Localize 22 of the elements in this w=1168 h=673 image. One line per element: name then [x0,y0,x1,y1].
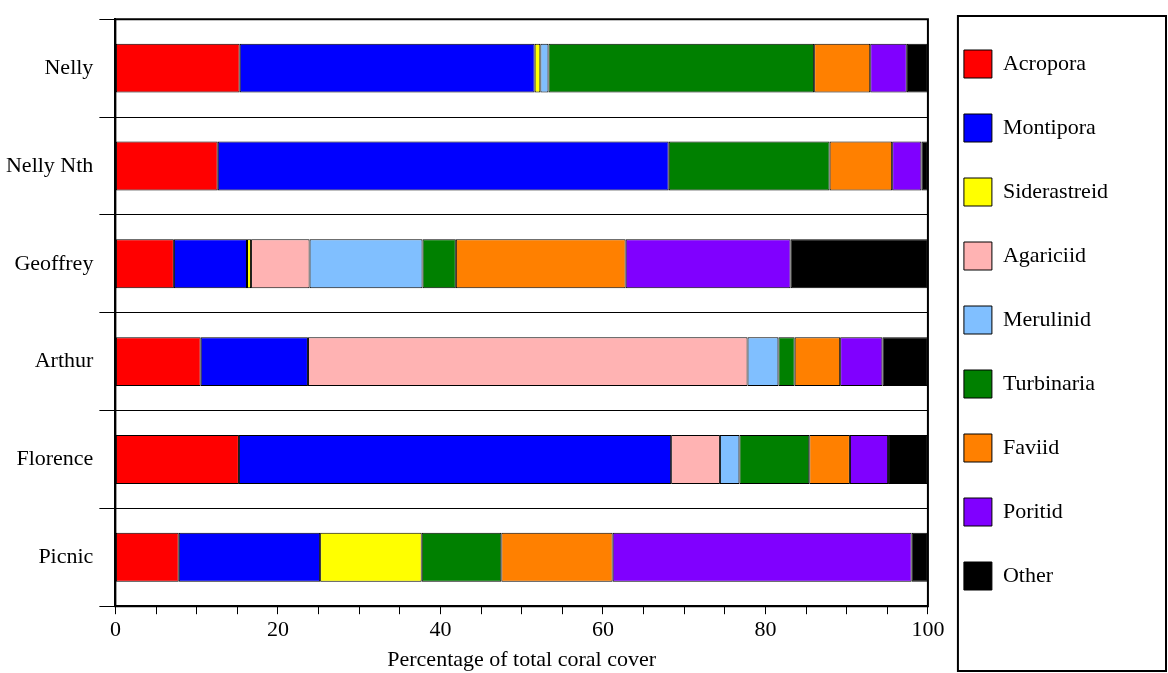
y-tick-label: Geoffrey [14,249,94,275]
legend-label: Other [1002,561,1054,587]
y-tick-label: Florence [16,445,94,471]
x-tick-label: 20 [266,616,289,642]
x-tick-label: 80 [754,616,777,642]
x-tick-label: 60 [591,616,614,642]
y-tick-label: Nelly [44,53,94,79]
legend-label: Agariciid [1002,241,1087,267]
legend-label: Poritid [1002,497,1063,523]
y-tick-label: Arthur [34,347,95,373]
legend-label: Siderastreid [1002,177,1109,203]
legend-label: Montipora [1002,113,1097,139]
y-tick-label: Nelly Nth [5,151,94,177]
x-tick-label: 40 [429,616,452,642]
x-axis-title: Percentage of total coral cover [387,645,657,671]
legend-label: Acropora [1002,49,1087,75]
legend-label: Turbinaria [1002,369,1096,395]
legend-label: Merulinid [1002,305,1091,331]
y-tick-label: Picnic [38,543,94,569]
legend-label: Faviid [1002,433,1060,459]
x-tick-label: 0 [109,616,121,642]
x-tick-label: 100 [911,616,945,642]
